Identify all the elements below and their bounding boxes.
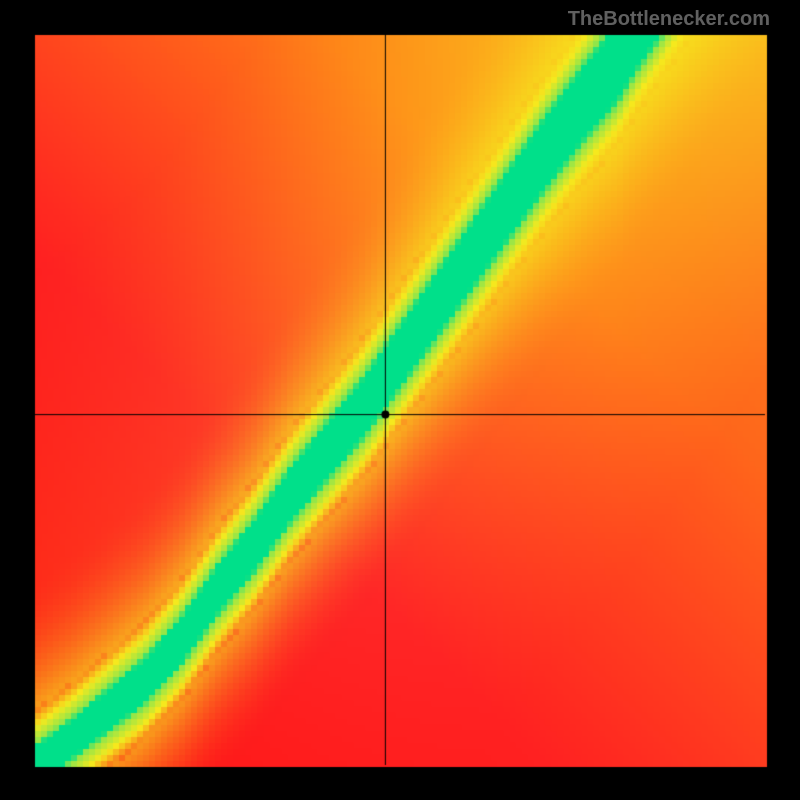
watermark: TheBottlenecker.com [568, 8, 770, 31]
bottleneck-chart [0, 0, 800, 800]
